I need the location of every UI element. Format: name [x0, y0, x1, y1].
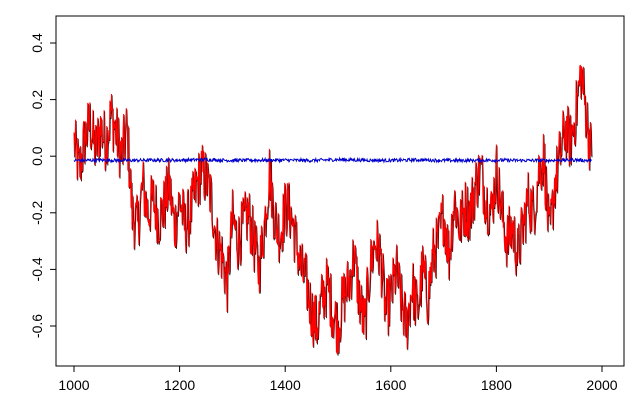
y-tick-label: -0.2	[29, 201, 45, 225]
y-tick-label: 0.4	[29, 33, 45, 53]
x-tick-label: 1000	[58, 377, 89, 393]
x-tick-label: 2000	[586, 377, 617, 393]
series-blue-line	[73, 156, 592, 165]
series-layer	[73, 64, 593, 356]
series-red-shadow-line	[74, 65, 593, 356]
y-tick-label: -0.6	[29, 314, 45, 338]
y-tick-label: -0.4	[29, 257, 45, 281]
series-red-line	[73, 64, 592, 355]
y-tick-label: 0.2	[29, 90, 45, 110]
x-axis: 1000 1200 1400 1600 1800 2000	[58, 365, 618, 393]
x-tick-label: 1200	[164, 377, 195, 393]
y-tick-label: 0.0	[29, 146, 45, 166]
y-axis: -0.6 -0.4 -0.2 0.0 0.2 0.4	[29, 33, 57, 338]
x-tick-label: 1600	[375, 377, 406, 393]
x-tick-label: 1400	[270, 377, 301, 393]
x-tick-label: 1800	[481, 377, 512, 393]
